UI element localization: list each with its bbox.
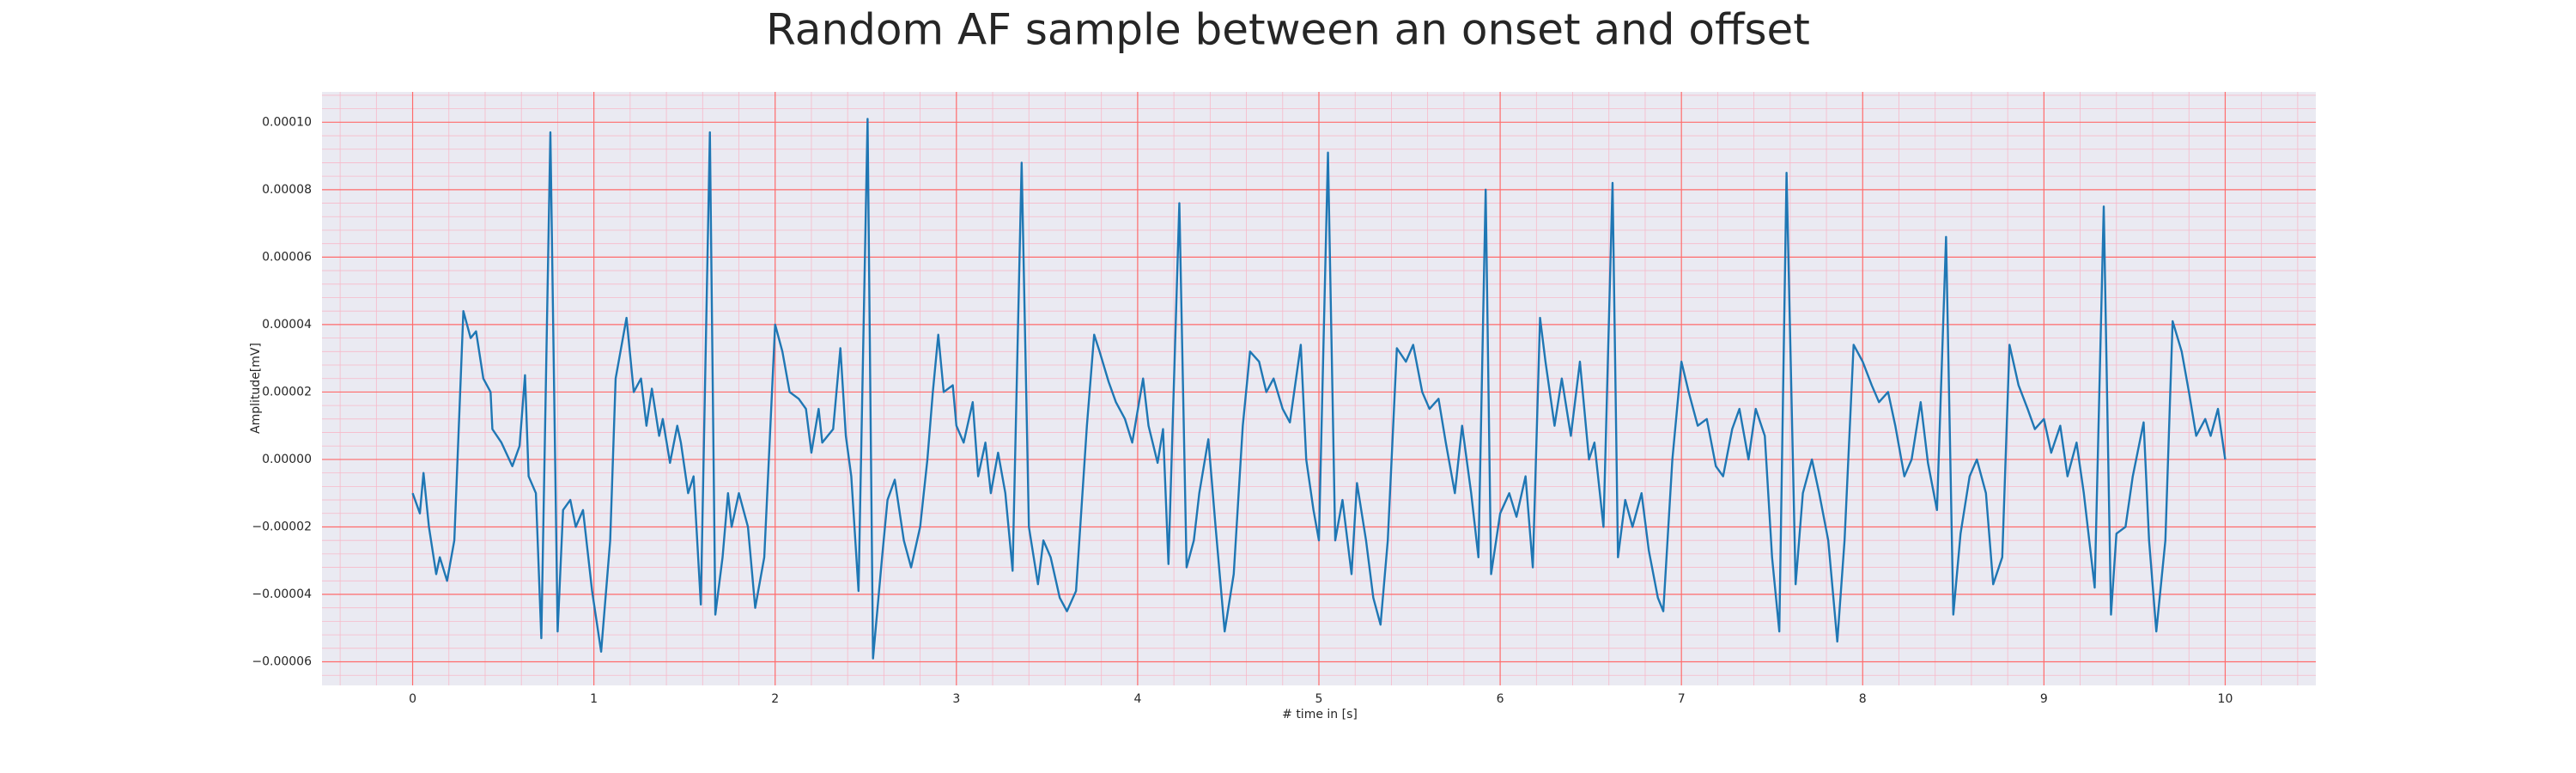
x-tick-label: 8 [1859,692,1867,706]
x-tick-label: 7 [1678,692,1686,706]
x-tick-label: 5 [1315,692,1323,706]
signal-line [411,118,2227,660]
y-tick-label: 0.00000 [262,453,312,466]
y-tick-label: −0.00006 [252,655,312,669]
x-tick-label: 6 [1497,692,1504,706]
x-tick-label: 4 [1133,692,1141,706]
y-tick-label: 0.00004 [262,318,312,332]
y-tick-label: 0.00010 [262,115,312,129]
y-axis-label: Amplitude[mV] [249,343,263,434]
x-tick-label: 10 [2218,692,2233,706]
x-tick-label: 3 [952,692,960,706]
y-tick-label: −0.00004 [252,587,312,601]
y-tick-label: 0.00002 [262,385,312,399]
x-axis-label: # time in [s] [1282,708,1358,721]
x-tick-label: 9 [2040,692,2048,706]
chart-title: Random AF sample between an onset and of… [766,5,1810,55]
x-tick-label: 2 [771,692,779,706]
x-tick-label: 0 [409,692,416,706]
y-tick-label: 0.00008 [262,183,312,197]
x-tick-label: 1 [590,692,598,706]
y-tick-label: −0.00002 [252,520,312,533]
y-tick-label: 0.00006 [262,250,312,264]
